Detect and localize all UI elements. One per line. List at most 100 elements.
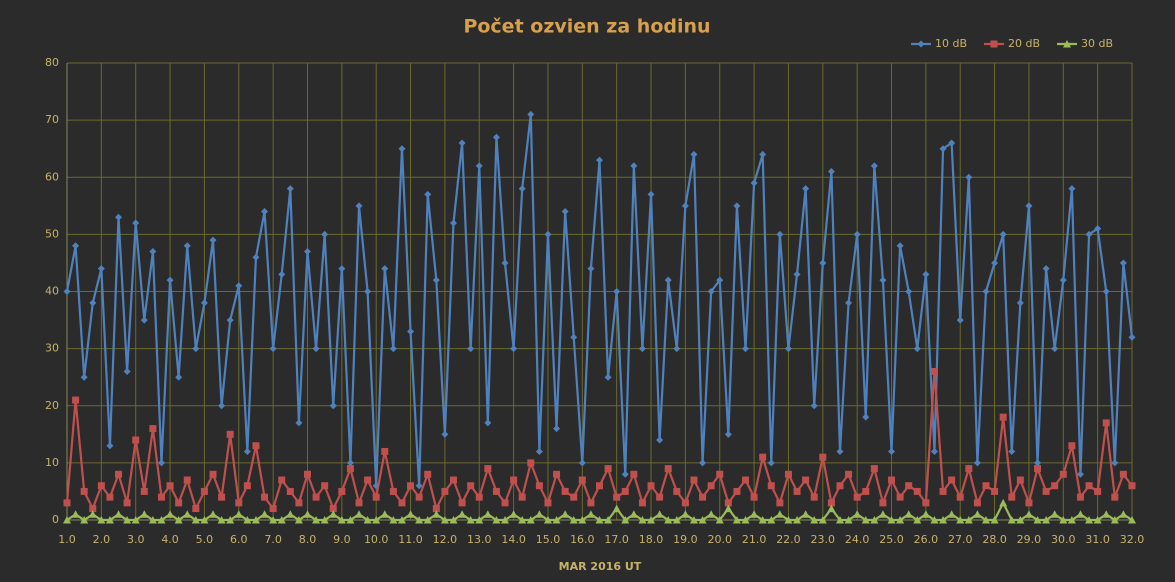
data-point [1085, 482, 1093, 490]
data-point [312, 493, 320, 501]
data-point [510, 345, 518, 353]
data-point [338, 265, 346, 273]
data-point [741, 516, 750, 524]
data-point [449, 219, 457, 227]
data-point [921, 510, 930, 518]
data-point [973, 459, 981, 467]
x-tick-label: 1.0 [58, 533, 76, 546]
data-point [458, 510, 467, 518]
data-point [1128, 482, 1136, 490]
data-point [1111, 493, 1119, 501]
data-point [218, 402, 226, 410]
data-point [372, 493, 380, 501]
data-point [913, 345, 921, 353]
data-point [750, 510, 759, 518]
data-point [613, 493, 621, 501]
data-point [664, 465, 672, 473]
data-point [303, 510, 312, 518]
data-point [209, 236, 217, 244]
data-point [166, 482, 174, 490]
data-point [973, 499, 981, 507]
data-point [346, 459, 354, 467]
data-point [389, 516, 398, 524]
data-point [896, 516, 905, 524]
data-point [544, 230, 552, 238]
data-point [467, 482, 475, 490]
legend-label: 10 dB [935, 37, 967, 50]
data-point [578, 476, 586, 484]
data-point [991, 487, 999, 495]
data-point [802, 476, 810, 484]
y-tick-label: 80 [45, 56, 59, 69]
data-point [89, 505, 97, 513]
data-point [260, 510, 269, 518]
x-tick-label: 6.0 [230, 533, 248, 546]
data-point [114, 510, 123, 518]
data-point [681, 202, 689, 210]
data-point [355, 202, 363, 210]
data-point [183, 476, 191, 484]
x-tick-label: 19.0 [673, 533, 698, 546]
data-point [1008, 447, 1016, 455]
data-point [363, 516, 372, 524]
data-point [604, 465, 612, 473]
data-point [793, 516, 802, 524]
data-point [209, 470, 217, 478]
data-point [251, 516, 260, 524]
data-point [97, 265, 105, 273]
x-tick-label: 3.0 [127, 533, 145, 546]
data-point [518, 493, 526, 501]
data-point [320, 516, 329, 524]
data-point [922, 499, 930, 507]
data-point [724, 499, 732, 507]
data-point [1024, 510, 1033, 518]
data-point [561, 208, 569, 216]
data-point [406, 510, 415, 518]
x-tick-label: 17.0 [604, 533, 629, 546]
data-point [1051, 345, 1059, 353]
data-point [888, 476, 896, 484]
data-point [991, 259, 999, 267]
data-point [655, 510, 664, 518]
data-point [939, 487, 947, 495]
data-point [466, 516, 475, 524]
data-point [200, 299, 208, 307]
data-point [191, 516, 200, 524]
data-point [166, 276, 174, 284]
data-point [647, 482, 655, 490]
data-point [913, 487, 921, 495]
data-point [1110, 516, 1119, 524]
data-point [518, 185, 526, 193]
data-point [673, 345, 681, 353]
x-tick-label: 2.0 [93, 533, 111, 546]
x-tick-label: 32.0 [1120, 533, 1145, 546]
data-point [355, 510, 364, 518]
data-point [88, 510, 97, 518]
data-point [140, 316, 148, 324]
data-point [415, 482, 423, 490]
data-point [192, 505, 200, 513]
data-point [200, 516, 209, 524]
data-point [836, 482, 844, 490]
data-point [870, 162, 878, 170]
data-point [509, 510, 518, 518]
data-point [441, 430, 449, 438]
data-point [329, 510, 338, 518]
data-point [132, 219, 140, 227]
data-point [999, 230, 1007, 238]
data-point [656, 493, 664, 501]
data-point [793, 487, 801, 495]
data-point [715, 516, 724, 524]
data-point [965, 173, 973, 181]
data-point [175, 499, 183, 507]
data-point [767, 516, 776, 524]
data-point [63, 499, 71, 507]
data-point [157, 493, 165, 501]
data-point [484, 419, 492, 427]
data-point [930, 367, 938, 375]
data-point [1102, 288, 1110, 295]
data-point [742, 345, 750, 353]
data-point [449, 476, 457, 484]
data-point [870, 516, 879, 524]
data-point [148, 516, 157, 524]
